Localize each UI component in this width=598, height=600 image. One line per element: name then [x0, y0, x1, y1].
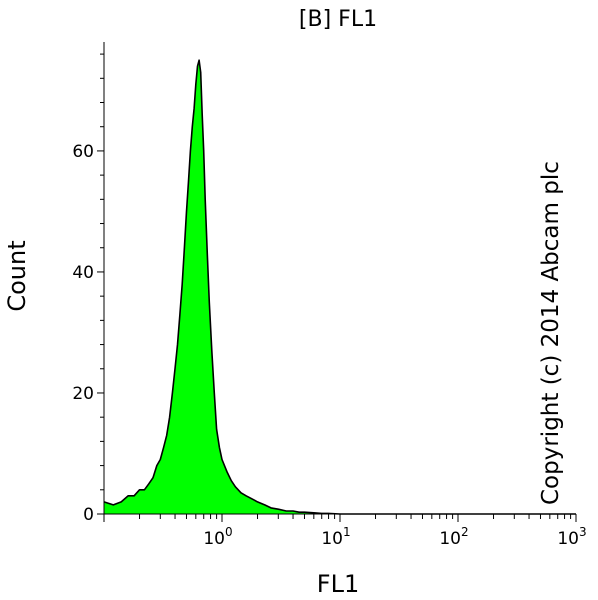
y-tick-label: 60	[72, 142, 94, 162]
histogram-outline-0	[103, 59, 576, 515]
y-tick-label: 20	[72, 384, 94, 404]
histogram-fill-0	[104, 60, 576, 514]
x-tick-label: 101	[321, 525, 350, 549]
y-tick-label: 0	[83, 505, 94, 525]
x-tick-label: 102	[439, 525, 468, 549]
x-tick-label: 100	[203, 525, 232, 549]
y-axis-label: Count	[3, 240, 31, 311]
axes: 0 20 40 60 100 101 102 103	[72, 42, 587, 549]
y-tick-label: 40	[72, 263, 94, 283]
x-tick-label: 103	[557, 525, 586, 549]
plot-area	[103, 59, 576, 515]
copyright-annotation: Copyright (c) 2014 Abcam plc	[538, 161, 564, 505]
x-axis-label: FL1	[317, 570, 359, 598]
chart-title: [B] FL1	[299, 7, 377, 32]
